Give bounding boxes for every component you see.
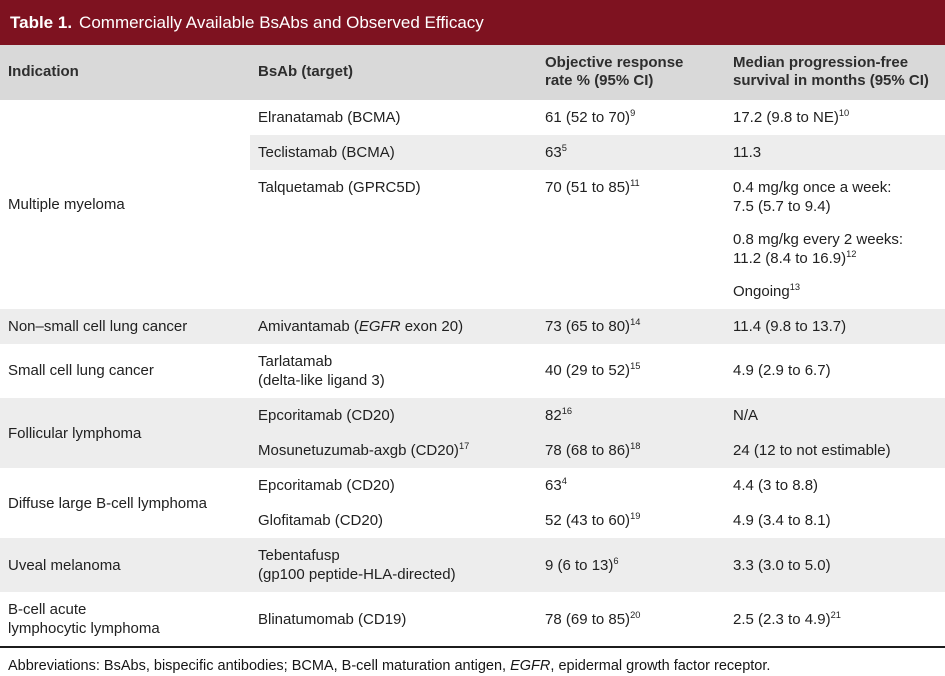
col-header-pfs: Median progression-free survival in month…: [725, 45, 945, 100]
orr-cell: 52 (43 to 60)19: [545, 511, 641, 530]
col-header-orr: Objective response rate % (95% CI): [537, 45, 725, 100]
column-header-row: Indication BsAb (target) Objective respons…: [0, 45, 945, 100]
orr-cell: 78 (69 to 85)20: [545, 609, 641, 628]
table-row: Glofitamab (CD20) 52 (43 to 60)19 4.9 (3.4…: [0, 503, 945, 538]
footnote-text: Abbreviations: BsAbs, bispecific antibod…: [8, 658, 771, 675]
indication-cell: Follicular lymphoma: [0, 398, 250, 469]
indication-cell: Diffuse large B-cell lymphoma: [8, 494, 207, 512]
orr-cell: 9 (6 to 13)6: [537, 538, 725, 593]
efficacy-table: Indication BsAb (target) Objective respons…: [0, 45, 945, 649]
table-row: B-cell acute lymphocytic lymphoma Blinatum…: [0, 592, 945, 647]
table-row: Diffuse large B-cell lymphoma Epcoritamab…: [0, 468, 945, 512]
indication-cell: B-cell acute lymphocytic lymphoma: [8, 601, 160, 638]
indication-cell: Multiple myeloma: [8, 195, 125, 213]
indication-cell: Non–small cell lung cancer: [0, 308, 250, 344]
bsab-cell: Epcoritamab (CD20): [250, 398, 537, 434]
indication-cell: Uveal melanoma: [0, 538, 250, 593]
pfs-cell: 3.3 (3.0 to 5.0): [725, 538, 945, 593]
pfs-cell: 4.9 (3.4 to 8.1): [733, 512, 831, 530]
bsab-cell: Mosunetuzumab-axgb (CD20)17: [250, 433, 537, 469]
bsab-cell: Blinatumomab (CD19): [258, 610, 407, 628]
orr-cell: 78 (68 to 86)18: [537, 433, 725, 469]
pfs-cell: 2.5 (2.3 to 4.9)21: [733, 609, 841, 628]
table-title-bar: Table 1. Commercially Available BsAbs an…: [0, 0, 945, 45]
orr-cell: 8216: [537, 398, 725, 434]
col-header-bsab: BsAb (target): [250, 45, 537, 100]
pfs-cell: 24 (12 to not estimable): [725, 433, 945, 469]
pfs-cell: 0.4 mg/kg once a week: 7.5 (5.7 to 9.4) 0.…: [733, 178, 904, 300]
table-number-label: Table 1.: [10, 12, 73, 32]
pfs-cell: 4.4 (3 to 8.8): [733, 477, 819, 495]
table-row: Uveal melanoma Tebentafusp (gp100 peptide-…: [0, 538, 945, 593]
table-row: Non–small cell lung cancer Amivantamab (E…: [0, 308, 945, 344]
indication-cell: Small cell lung cancer: [8, 362, 154, 380]
pfs-cell: 4.9 (2.9 to 6.7): [733, 362, 831, 380]
table-row: Talquetamab (GPRC5D) 70 (51 to 85)11 0.4 m…: [0, 170, 945, 309]
pfs-cell: 11.4 (9.8 to 13.7): [725, 308, 945, 344]
table-row: Teclistamab (BCMA) 635 11.3: [0, 134, 945, 170]
orr-cell: 61 (52 to 70)9: [545, 107, 636, 126]
orr-cell: 40 (29 to 52)15: [545, 361, 641, 380]
bsab-cell: Teclistamab (BCMA): [250, 134, 537, 170]
bsab-cell: Tarlatamab (delta-like ligand 3): [258, 352, 385, 390]
col-header-indication: Indication: [0, 45, 250, 100]
table-row: Multiple myeloma Elranatamab (BCMA) 61 (52…: [0, 100, 945, 213]
pfs-cell: 17.2 (9.8 to NE)10: [733, 107, 850, 126]
pfs-cell: N/A: [725, 398, 945, 434]
footnote: Abbreviations: BsAbs, bispecific antibod…: [0, 648, 945, 675]
orr-cell: 634: [545, 476, 567, 495]
table-row: Follicular lymphoma Epcoritamab (CD20) 821…: [0, 398, 945, 469]
table-row: Small cell lung cancer Tarlatamab (delta-l…: [0, 344, 945, 398]
table-title-text: Commercially Available BsAbs and Observe…: [79, 12, 484, 32]
bsab-cell: Glofitamab (CD20): [258, 512, 384, 530]
pfs-cell: 11.3: [725, 134, 945, 170]
bsab-cell: Elranatamab (BCMA): [258, 108, 401, 126]
bsab-cell: Epcoritamab (CD20): [258, 477, 395, 495]
table-body: Multiple myeloma Elranatamab (BCMA) 61 (52…: [0, 100, 945, 648]
bsab-cell: Amivantamab (EGFR exon 20): [250, 308, 537, 344]
table-row: Mosunetuzumab-axgb (CD20)17 78 (68 to 86)…: [0, 433, 945, 469]
orr-cell: 635: [537, 134, 725, 170]
bsab-cell: Talquetamab (GPRC5D): [258, 178, 421, 196]
bsab-cell: Tebentafusp (gp100 peptide-HLA-directed): [250, 538, 537, 593]
orr-cell: 70 (51 to 85)11: [545, 177, 640, 196]
orr-cell: 73 (65 to 80)14: [537, 308, 725, 344]
